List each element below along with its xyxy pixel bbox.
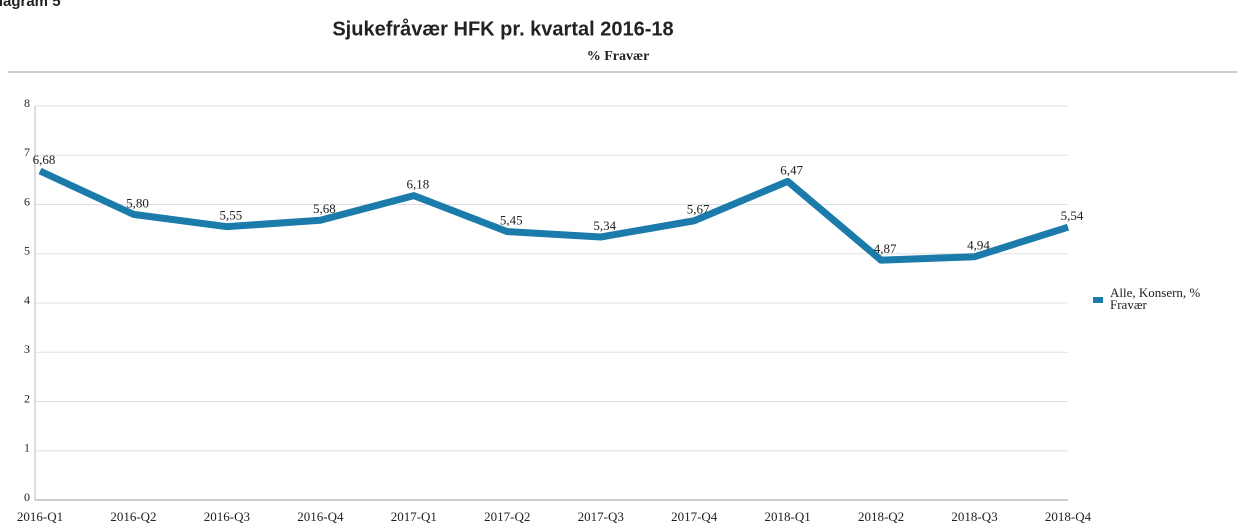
value-label: 6,47 (780, 162, 803, 177)
y-tick-label: 8 (24, 96, 30, 110)
x-tick-label: 2017-Q3 (578, 509, 624, 524)
value-label: 6,68 (33, 152, 56, 167)
value-label: 5,80 (126, 195, 149, 210)
value-label: 5,45 (500, 213, 523, 228)
line (38, 167, 1070, 264)
chart-subtitle: % Fravær (587, 49, 650, 64)
chart-title: Sjukefråvær HFK pr. kvartal 2016-18 (332, 17, 673, 40)
x-tick-label: 2016-Q2 (110, 509, 156, 524)
x-tick-label: 2018-Q1 (765, 509, 811, 524)
x-tick-label: 2017-Q1 (391, 509, 437, 524)
value-label: 5,34 (593, 218, 616, 233)
value-label: 6,18 (406, 177, 429, 192)
legend-marker (1093, 297, 1103, 303)
value-label: 4,87 (874, 241, 897, 256)
value-label: 5,54 (1061, 208, 1084, 223)
value-label: 5,55 (220, 208, 243, 223)
diagram-label: Diagram 5 (0, 0, 61, 10)
x-tick-label: 2017-Q4 (671, 509, 718, 524)
y-tick-label: 1 (24, 441, 30, 455)
x-tick-label: 2016-Q3 (204, 509, 250, 524)
x-tick-label: 2016-Q4 (297, 509, 344, 524)
y-tick-label: 4 (24, 293, 30, 307)
x-tick-label: 2018-Q4 (1045, 509, 1092, 524)
x-tick-label: 2017-Q2 (484, 509, 530, 524)
value-label: 5,68 (313, 201, 336, 216)
y-tick-label: 0 (24, 490, 30, 504)
value-label: 4,94 (967, 238, 990, 253)
y-tick-label: 2 (24, 391, 30, 405)
x-tick-label: 2016-Q1 (17, 509, 63, 524)
y-tick-label: 3 (24, 342, 30, 356)
y-tick-label: 7 (24, 145, 30, 159)
x-tick-label: 2018-Q2 (858, 509, 904, 524)
x-tick-label: 2018-Q3 (951, 509, 997, 524)
y-tick-label: 6 (24, 194, 30, 208)
value-label: 5,67 (687, 202, 710, 217)
legend-label: Alle, Konsern, % Fravær (1110, 285, 1200, 312)
y-tick-label: 5 (24, 244, 30, 258)
